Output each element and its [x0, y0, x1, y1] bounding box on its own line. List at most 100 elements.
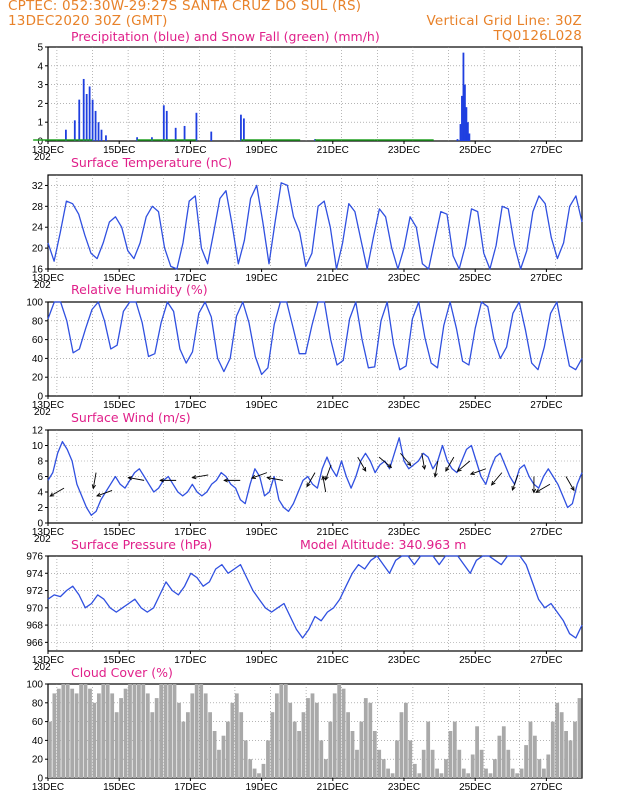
wind-xlabel-0: 13DEC	[32, 527, 64, 538]
cloud-bar-72	[368, 702, 373, 778]
cloud-bar-40	[226, 721, 230, 778]
precip-ylabel-1: 1	[37, 118, 43, 129]
cloud-bar-100	[493, 759, 497, 778]
wind-ylabel-0: 0	[37, 519, 43, 530]
precip-bar-13	[162, 105, 165, 141]
header-line1: CPTEC: 052:30W-29:27S SANTA CRUZ DO SUL …	[8, 0, 362, 14]
rh-xlabel-1: 15DEC	[103, 400, 135, 411]
cloud-bar-26	[163, 684, 168, 778]
temp-ylabel-0: 16	[32, 265, 44, 276]
rh-xlabel-3: 19DEC	[245, 400, 277, 411]
cloud-xlabel-1: 15DEC	[103, 782, 135, 793]
cloud-bar-2	[56, 688, 61, 778]
cloud-bar-7	[79, 684, 83, 778]
header-code: TQ0126L028	[493, 28, 582, 44]
wind-arrowhead-3	[127, 476, 133, 481]
cloud-ylabel-3: 60	[32, 717, 44, 728]
wind-arrow-5	[192, 474, 209, 479]
cloud-ylabel-5: 100	[26, 680, 43, 691]
wind-arrow-14	[400, 452, 412, 466]
cloud-bar-25	[159, 684, 164, 778]
cloud-bar-42	[234, 693, 239, 778]
cloud-bar-115	[559, 712, 564, 778]
pres-xlabel-6: 25DEC	[459, 655, 491, 666]
cloud-bar-15	[114, 712, 119, 778]
precip-bar-2	[78, 99, 81, 141]
cloud-title: Cloud Cover (%)	[71, 665, 173, 680]
cloud-bar-31	[186, 712, 190, 778]
temp-ylabel-1: 20	[32, 244, 44, 255]
rh-xlabel-5: 23DEC	[388, 400, 420, 411]
cloud-bar-54	[288, 702, 293, 778]
wind-arrow-12	[357, 456, 367, 472]
precip-xlabel-3: 19DEC	[245, 145, 277, 156]
temp-xlabel-0: 13DEC	[32, 273, 64, 284]
wind-arrowhead-24	[570, 486, 575, 492]
cloud-bar-91	[452, 721, 457, 778]
precip-bar-4	[85, 94, 88, 141]
cloud-bar-97	[479, 749, 484, 778]
cloud-bar-52	[279, 684, 284, 778]
pres-ylabel-1: 968	[26, 621, 43, 632]
temp-xlabel-5: 23DEC	[388, 273, 420, 284]
wind-arrowhead-17	[445, 466, 450, 472]
cloud-bar-74	[377, 749, 382, 778]
cloud-bar-64	[332, 693, 337, 778]
precip-bar-6	[91, 99, 94, 141]
cloud-bar-48	[261, 763, 266, 778]
cloud-bar-55	[292, 721, 297, 778]
wind-title: Surface Wind (m/s)	[71, 410, 191, 425]
pres-year-stub: 202	[34, 662, 51, 673]
cloud-bar-70	[359, 721, 364, 778]
cloud-bar-44	[243, 740, 248, 778]
cloud-bar-101	[497, 735, 502, 778]
wind-arrow-0	[49, 487, 65, 497]
cloud-bar-56	[297, 731, 301, 778]
cloud-bar-68	[350, 731, 355, 778]
wind-arrow-15	[421, 453, 426, 470]
wind-arrowhead-7	[250, 474, 256, 479]
pres-series-line	[47, 555, 583, 639]
wind-arrowhead-18	[456, 467, 462, 472]
temp-xlabel-1: 15DEC	[103, 273, 135, 284]
cloud-bar-19	[132, 684, 137, 778]
precip-bar-18	[210, 131, 213, 141]
wind-xlabel-6: 25DEC	[459, 527, 491, 538]
precip-bar-3	[82, 78, 85, 141]
pres-xlabel-5: 23DEC	[388, 655, 420, 666]
cloud-ylabel-0: 0	[37, 774, 43, 785]
wind-arrow-19	[470, 468, 487, 475]
cloud-bar-13	[105, 684, 110, 778]
wind-arrow-3	[128, 477, 145, 481]
cloud-bar-112	[546, 754, 551, 778]
cloud-bar-99	[488, 773, 493, 778]
cloud-bar-29	[177, 702, 181, 778]
wind-arrowhead-14	[406, 461, 412, 467]
cloud-bar-73	[372, 731, 377, 778]
cloud-bar-45	[248, 759, 253, 778]
wind-arrowhead-16	[433, 472, 438, 478]
pres-title: Surface Pressure (hPa)	[71, 537, 213, 552]
cloud-bar-85	[426, 721, 431, 778]
precip-title: Precipitation (blue) and Snow Fall (gree…	[71, 29, 380, 44]
cloud-bar-39	[221, 735, 226, 778]
precip-bar-15	[174, 127, 177, 141]
wind-arrowhead-15	[421, 465, 427, 470]
precip-bar-29	[466, 122, 469, 141]
cloud-bar-109	[533, 735, 537, 778]
pres-ylabel-5: 976	[26, 552, 43, 563]
pres-xlabel-2: 17DEC	[174, 655, 206, 666]
cloud-bar-53	[283, 684, 288, 778]
cloud-bar-41	[230, 702, 235, 778]
wind-ylabel-2: 4	[37, 488, 43, 499]
cloud-bar-36	[208, 712, 212, 778]
temp-xlabel-4: 21DEC	[317, 273, 349, 284]
wind-arrow-2	[96, 490, 113, 497]
pres-xlabel-3: 19DEC	[245, 655, 277, 666]
precip-year-stub: 202	[34, 152, 51, 163]
cloud-bar-11	[97, 693, 101, 778]
precip-bar-5	[88, 86, 91, 141]
cloud-bar-21	[141, 684, 146, 778]
precip-xlabel-4: 21DEC	[317, 145, 349, 156]
cloud-bar-79	[399, 712, 404, 778]
